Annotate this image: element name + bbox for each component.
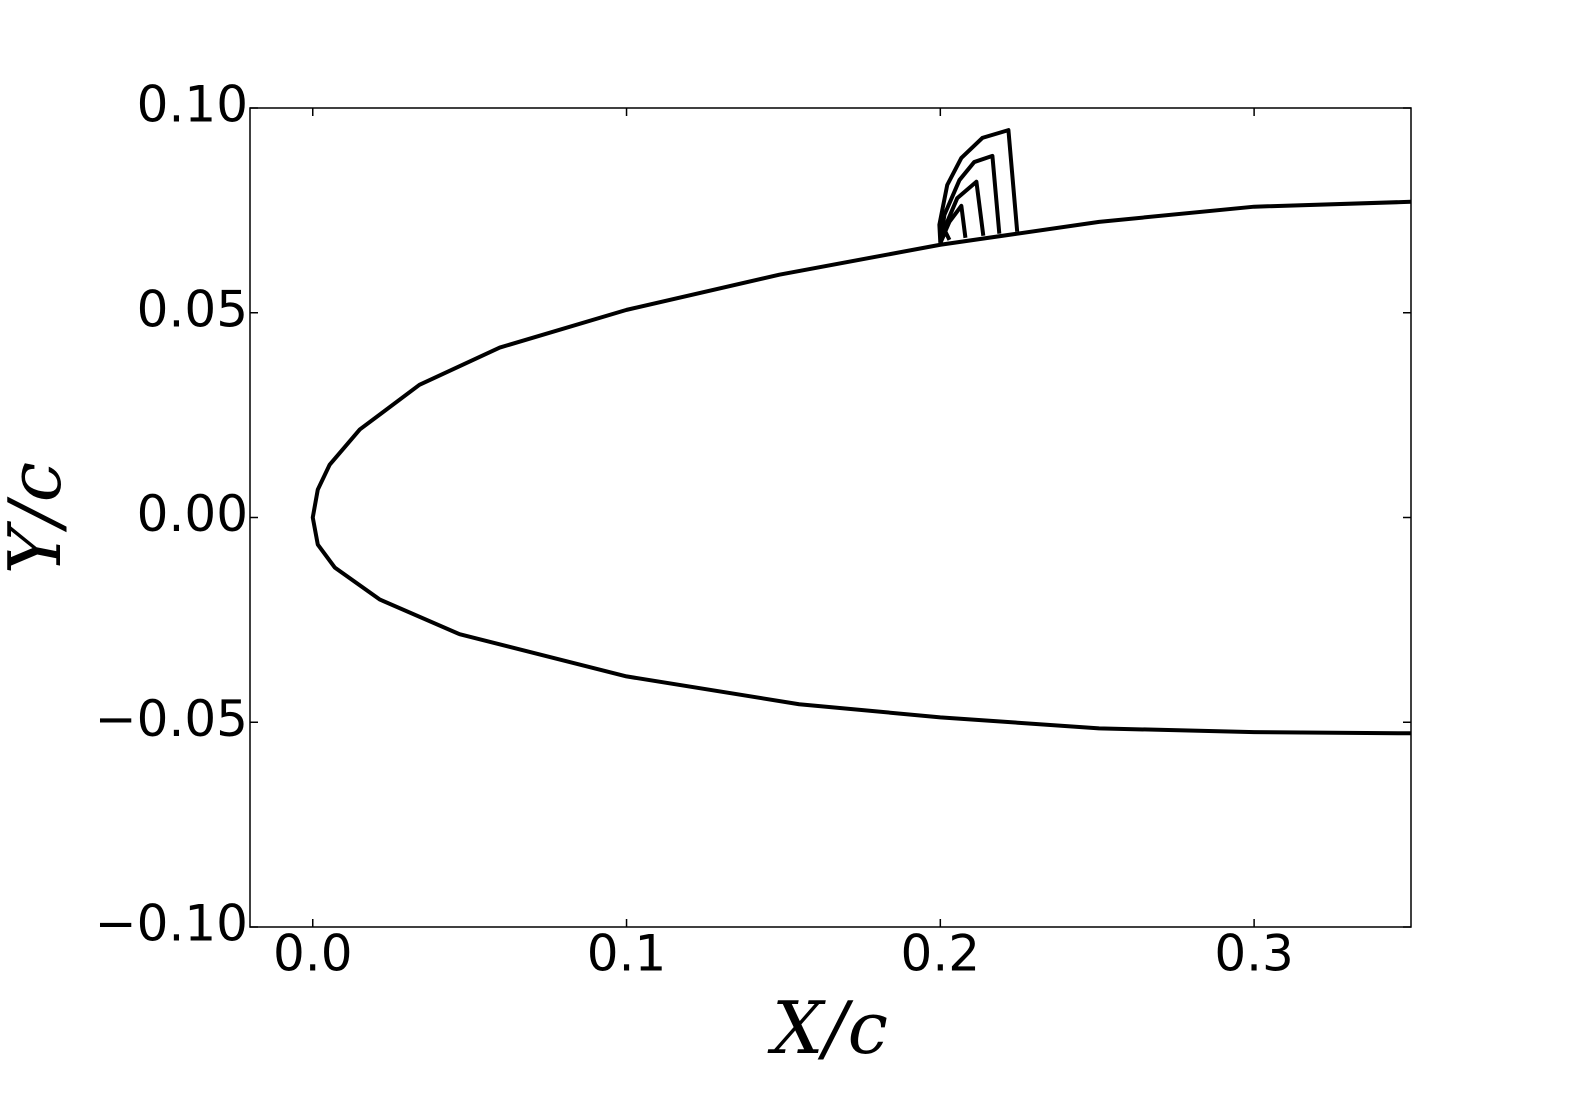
y-tick-label: −0.05 (95, 690, 248, 748)
x-tick-label: 0.3 (1214, 925, 1294, 983)
y-tick-label: −0.10 (95, 895, 248, 953)
line (938, 229, 952, 244)
line (938, 153, 1002, 244)
line (937, 128, 1020, 243)
x-tick-label: 0.2 (901, 925, 981, 983)
y-tick-label: 0.05 (137, 280, 248, 338)
plot-frame (249, 107, 1412, 928)
x-tick-label: 0.0 (273, 925, 353, 983)
x-axis-label: X/c (767, 986, 888, 1070)
x-tick-label: 0.1 (587, 925, 667, 983)
y-axis-label: Y/c (0, 462, 77, 574)
y-tick-label: 0.10 (137, 76, 248, 134)
y-tick-label: 0.00 (137, 485, 248, 543)
line (310, 199, 1412, 736)
